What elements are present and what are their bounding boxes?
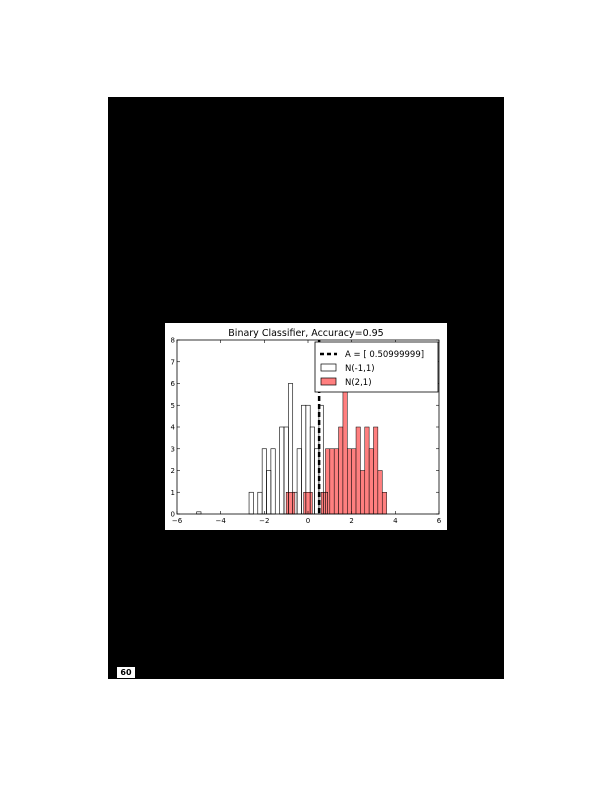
bar-n21-13 bbox=[368, 448, 374, 515]
x-tick-label: −6 bbox=[172, 517, 183, 525]
y-tick-label: 3 bbox=[171, 445, 175, 453]
bar-n-11-5 bbox=[266, 470, 272, 515]
bar-n21-16 bbox=[381, 492, 387, 515]
x-tick-label: 2 bbox=[349, 517, 353, 525]
x-tick-label: 0 bbox=[306, 517, 310, 525]
bar-n-11-12 bbox=[296, 448, 302, 515]
y-tick-label: 2 bbox=[171, 467, 175, 475]
histogram-chart: Binary Classifier, Accuracy=0.95 −6 −4 −2 0… bbox=[171, 328, 442, 526]
legend-threshold-label: A = [ 0.50999999] bbox=[345, 350, 424, 360]
legend-n21-label: N(2,1) bbox=[345, 378, 372, 388]
histogram-figure: Binary Classifier, Accuracy=0.95 −6 −4 −2 0… bbox=[165, 323, 447, 530]
legend-n-11-label: N(-1,1) bbox=[345, 364, 375, 374]
bar-n21-1 bbox=[303, 492, 313, 515]
bar-n21-7 bbox=[342, 383, 348, 515]
bar-n-11-6 bbox=[270, 448, 276, 515]
y-tick-label: 6 bbox=[171, 380, 176, 388]
bar-n-11-1 bbox=[248, 491, 254, 515]
x-tick-label: −2 bbox=[259, 517, 269, 525]
bar-n21-12 bbox=[364, 426, 370, 515]
bar-n21-15 bbox=[377, 470, 383, 515]
bar-n21-5 bbox=[333, 448, 339, 515]
bar-n-11-3 bbox=[257, 491, 263, 515]
x-tick-label: 6 bbox=[437, 517, 442, 525]
y-tick-label: 5 bbox=[171, 402, 175, 410]
bar-n21-11 bbox=[360, 470, 366, 515]
page-number: 60 bbox=[117, 667, 135, 678]
bar-n21-4 bbox=[329, 448, 335, 515]
legend-n21-swatch bbox=[320, 377, 337, 386]
y-tick-label: 8 bbox=[171, 337, 175, 345]
bar-n21-9 bbox=[351, 448, 357, 515]
bar-n21-10 bbox=[355, 426, 361, 515]
y-tick-label: 4 bbox=[171, 424, 176, 432]
y-tick-label: 1 bbox=[171, 489, 175, 497]
bar-n21-0 bbox=[285, 492, 296, 515]
y-tick-label: 7 bbox=[171, 358, 175, 366]
bar-n-11-4 bbox=[261, 448, 267, 515]
legend: A = [ 0.50999999] N(-1,1) N(2,1) bbox=[314, 341, 439, 393]
axis-ticks: −6 −4 −2 0 2 4 6 0 1 2 3 4 5 6 7 8 bbox=[171, 337, 442, 526]
legend-n-11-swatch bbox=[320, 363, 337, 372]
x-tick-label: 4 bbox=[393, 517, 398, 525]
bar-n-11-8 bbox=[279, 426, 285, 515]
bar-n21-6 bbox=[338, 426, 344, 515]
x-tick-label: −4 bbox=[216, 517, 227, 525]
y-tick-label: 0 bbox=[171, 511, 175, 519]
bar-n21-8 bbox=[347, 448, 352, 515]
chart-title: Binary Classifier, Accuracy=0.95 bbox=[228, 328, 383, 339]
bar-n21-14 bbox=[373, 426, 379, 515]
